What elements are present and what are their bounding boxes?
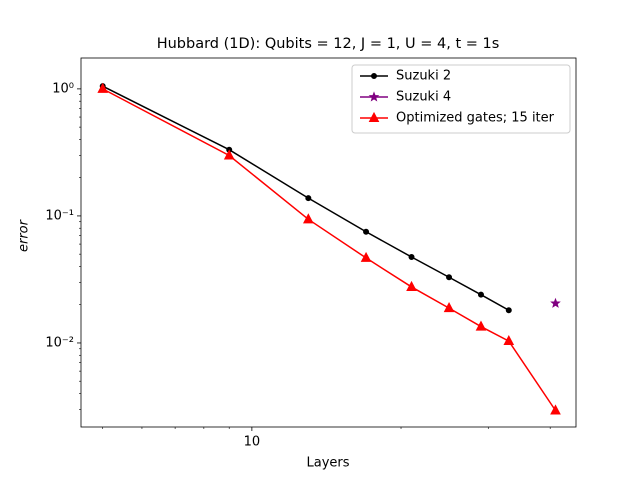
marker bbox=[406, 280, 417, 291]
marker bbox=[368, 111, 380, 122]
marker bbox=[443, 302, 455, 313]
marker bbox=[505, 307, 512, 314]
legend: Suzuki 2 Suzuki 4 Optimized gates; 15 iter bbox=[351, 64, 571, 134]
marker bbox=[371, 73, 377, 79]
plot-frame bbox=[80, 57, 577, 428]
legend-label: Suzuki 2 bbox=[396, 69, 451, 84]
marker bbox=[550, 297, 561, 308]
marker bbox=[446, 274, 453, 281]
marker bbox=[305, 195, 312, 202]
marker bbox=[360, 251, 372, 262]
y-tick-label: 10⁻² bbox=[45, 335, 74, 350]
marker bbox=[363, 228, 370, 235]
y-tick-label: 10⁻¹ bbox=[45, 208, 74, 223]
legend-label: Suzuki 4 bbox=[396, 90, 451, 105]
marker bbox=[503, 334, 515, 346]
legend-label: Optimized gates; 15 iter bbox=[396, 111, 555, 126]
x-axis-label: Layers bbox=[306, 456, 349, 471]
x-tick-label: 10 bbox=[244, 435, 261, 450]
marker bbox=[368, 91, 380, 102]
marker bbox=[97, 82, 109, 93]
series-line bbox=[102, 85, 510, 311]
y-tick-label: 10⁰ bbox=[52, 81, 74, 96]
legend-box bbox=[351, 64, 571, 134]
marker bbox=[223, 149, 235, 160]
chart-title: Hubbard (1D): Qubits = 12, J = 1, U = 4,… bbox=[157, 36, 500, 52]
marker bbox=[302, 213, 314, 224]
marker bbox=[477, 291, 484, 298]
y-axis-label: error bbox=[17, 218, 32, 252]
marker bbox=[550, 404, 561, 415]
marker bbox=[408, 253, 415, 260]
marker bbox=[475, 320, 487, 331]
